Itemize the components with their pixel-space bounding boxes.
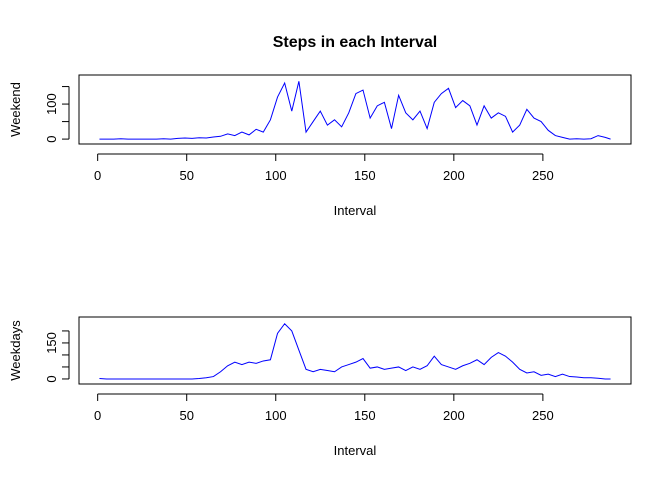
y-tick-label: 100 bbox=[44, 93, 59, 115]
x-tick-label: 100 bbox=[265, 408, 287, 423]
plot-box bbox=[78, 316, 632, 385]
x-tick-label: 50 bbox=[179, 168, 193, 183]
data-line bbox=[99, 81, 611, 140]
y-tick-label: 150 bbox=[44, 332, 59, 354]
x-tick-label: 50 bbox=[179, 408, 193, 423]
x-tick-label: 150 bbox=[354, 408, 376, 423]
x-tick-label: 250 bbox=[532, 168, 554, 183]
plot-box bbox=[78, 74, 632, 145]
x-tick-label: 200 bbox=[443, 408, 465, 423]
y-tick-label: 0 bbox=[44, 135, 59, 142]
x-tick-label: 0 bbox=[94, 168, 101, 183]
y-axis-label: Weekend bbox=[8, 82, 23, 137]
x-tick-label: 0 bbox=[94, 408, 101, 423]
data-line bbox=[99, 322, 611, 380]
x-tick-label: 200 bbox=[443, 168, 465, 183]
x-axis-label: Interval bbox=[334, 443, 377, 458]
x-tick-label: 100 bbox=[265, 168, 287, 183]
chart-title: Steps in each Interval bbox=[273, 34, 438, 51]
x-tick-label: 150 bbox=[354, 168, 376, 183]
y-axis-label: Weekdays bbox=[8, 320, 23, 381]
x-tick-label: 250 bbox=[532, 408, 554, 423]
y-tick-label: 0 bbox=[44, 375, 59, 382]
x-axis-label: Interval bbox=[334, 203, 377, 218]
